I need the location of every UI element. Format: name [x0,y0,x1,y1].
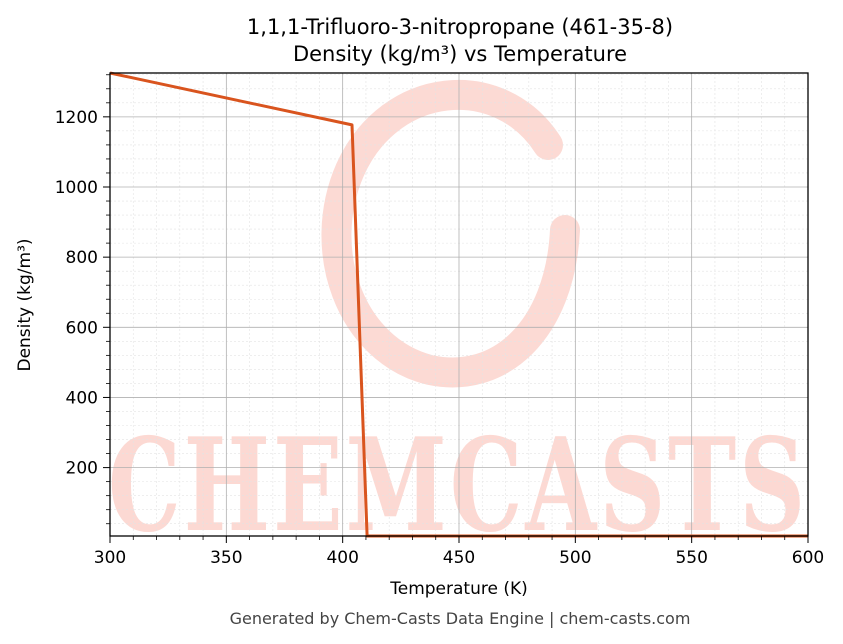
x-tick-label: 350 [210,548,242,568]
x-tick-label: 300 [94,548,126,568]
chart-title: 1,1,1-Trifluoro-3-nitropropane (461-35-8… [247,15,673,39]
x-tick-label: 400 [326,548,358,568]
chemcasts-watermark: CHEMCASTS [108,79,808,561]
watermark-text: CHEMCASTS [108,411,808,561]
y-tick-label: 600 [66,318,98,338]
watermark-swirl-icon [321,79,580,388]
y-tick-label: 1200 [55,108,98,128]
x-tick-label: 600 [792,548,824,568]
y-axis-label: Density (kg/m³) [15,238,35,371]
axis-ticks: 300 350 400 450 500 550 600 200 400 600 800 1000 120… [55,74,824,568]
y-tick-label: 1000 [55,178,98,198]
x-tick-label: 500 [559,548,591,568]
y-tick-label: 200 [66,459,98,479]
x-tick-label: 550 [675,548,707,568]
y-tick-label: 800 [66,248,98,268]
x-axis-label: Temperature (K) [389,579,528,599]
x-tick-label: 450 [443,548,475,568]
chart-subtitle: Density (kg/m³) vs Temperature [293,42,627,66]
footer-credit: Generated by Chem-Casts Data Engine | ch… [230,609,691,628]
y-tick-label: 400 [66,388,98,408]
